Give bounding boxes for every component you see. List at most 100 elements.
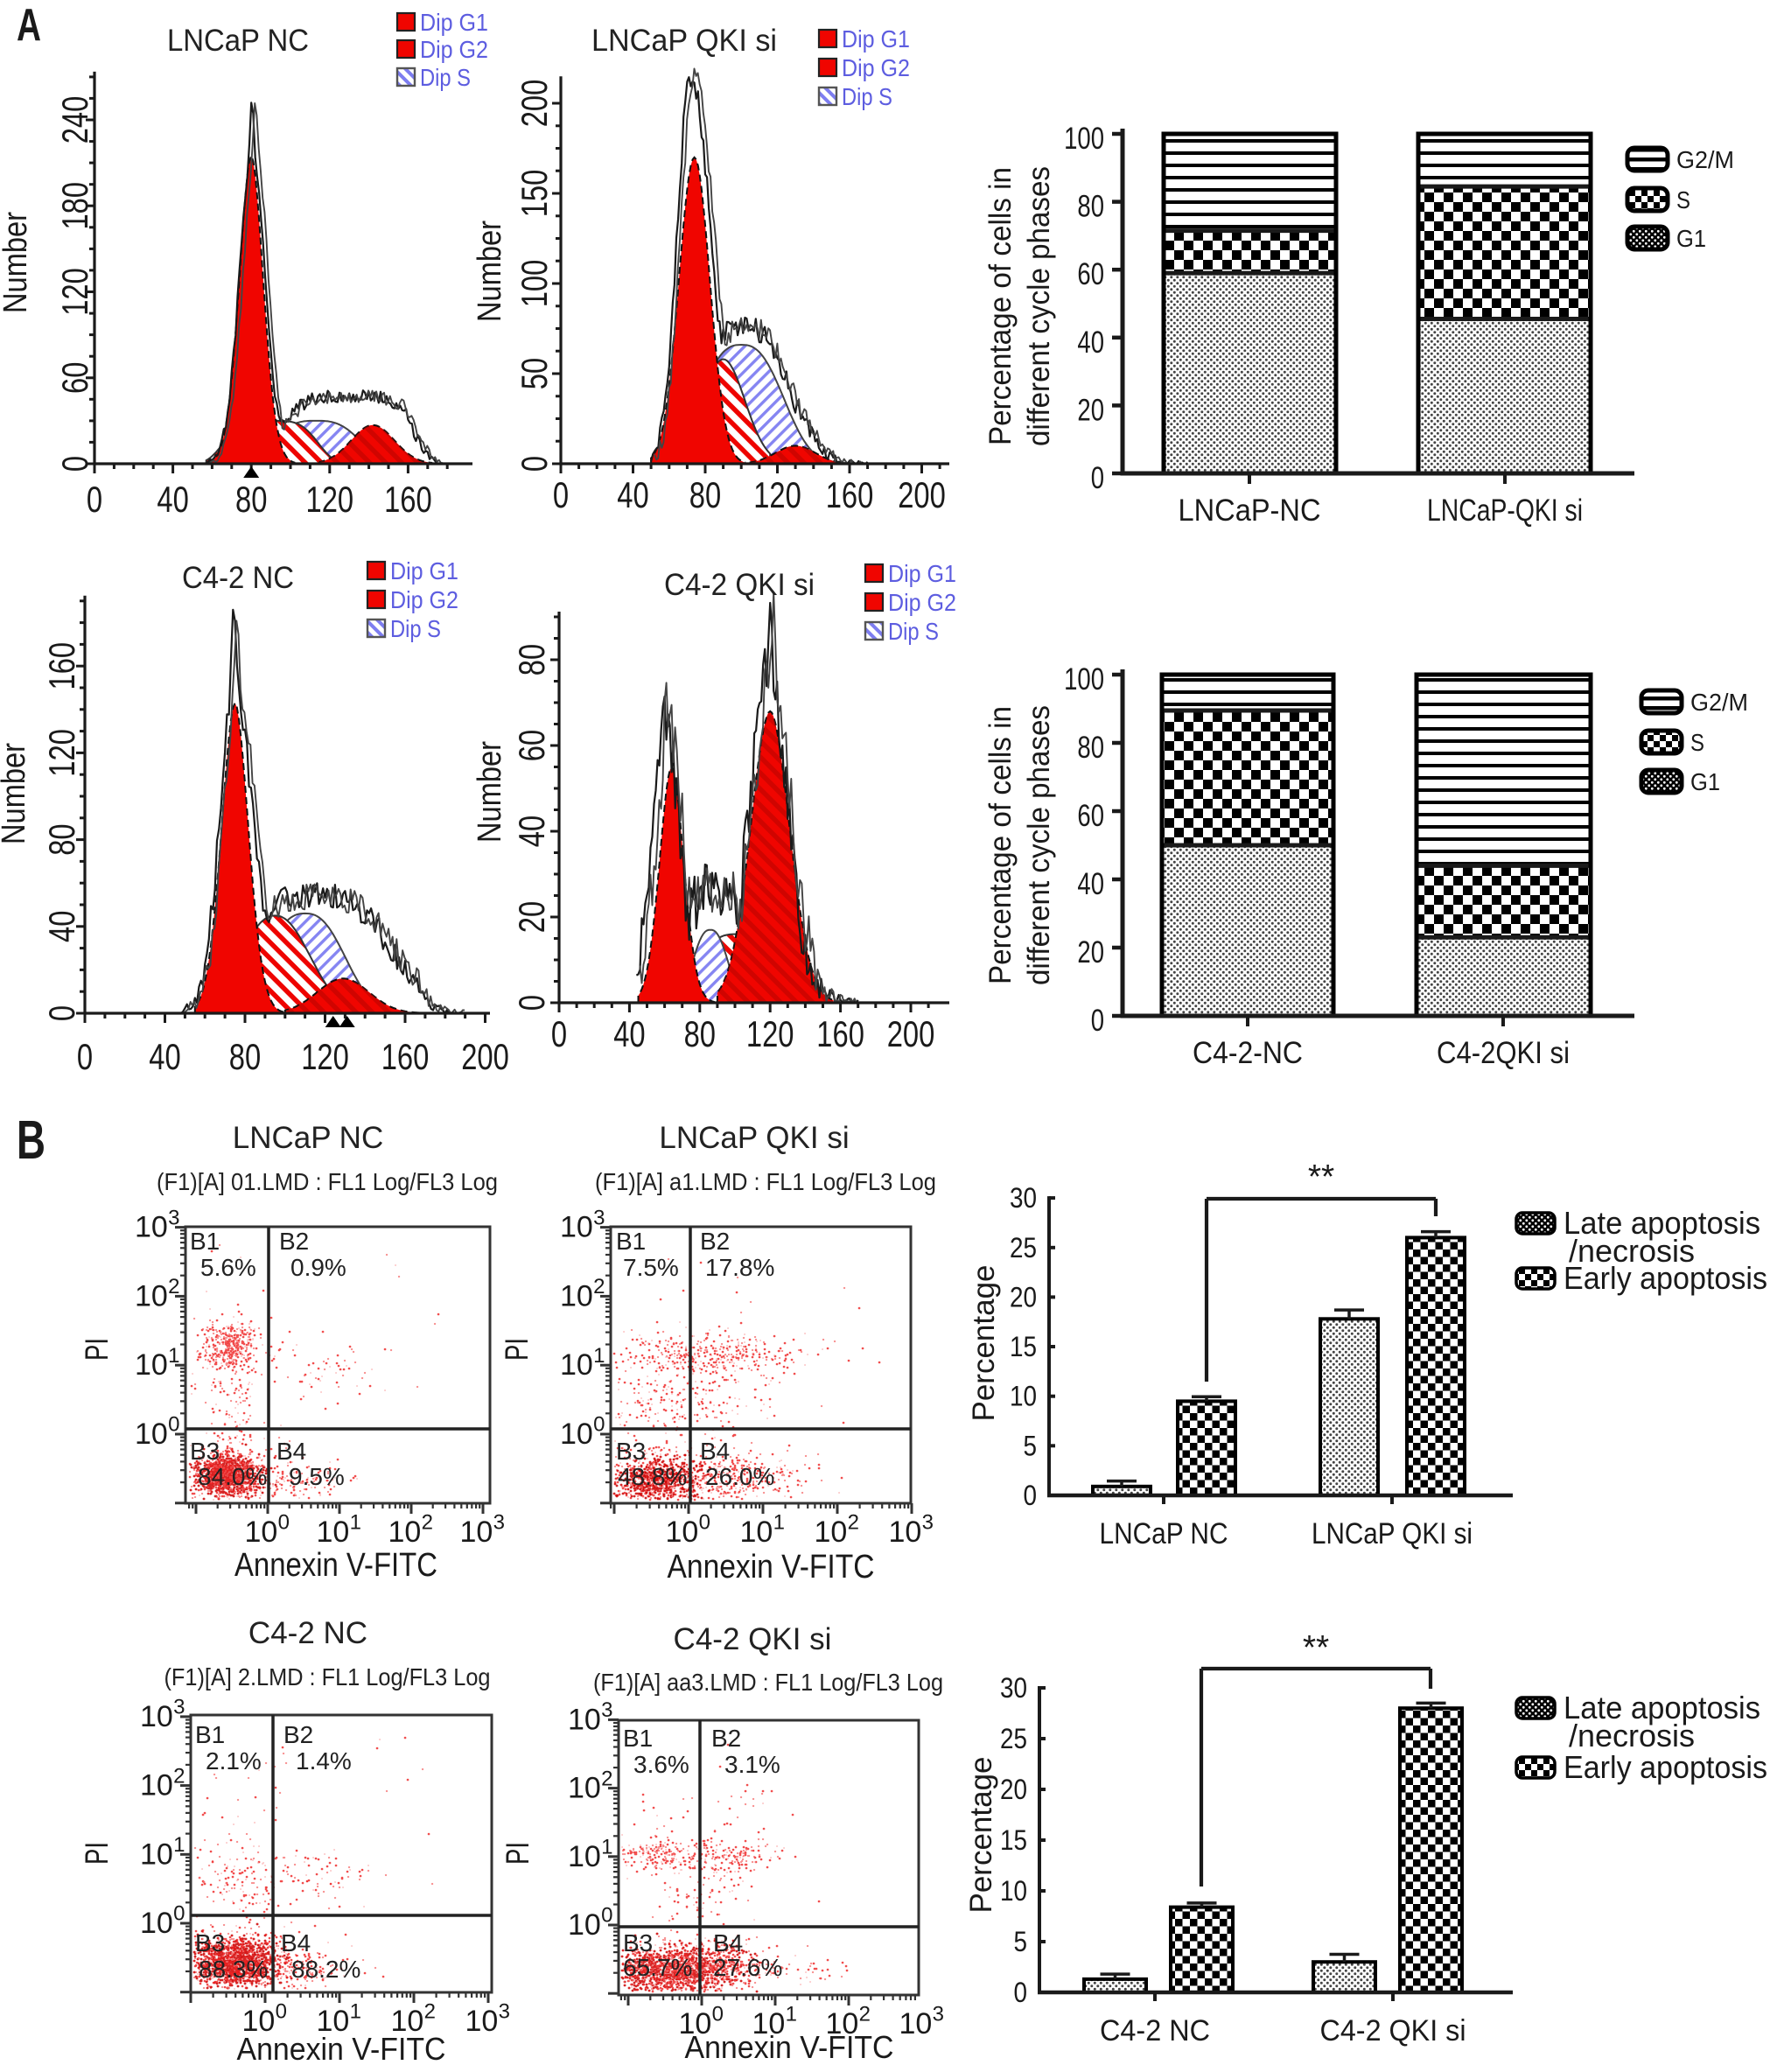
svg-text:40: 40: [511, 816, 552, 847]
svg-text:0: 0: [1014, 1977, 1028, 2008]
svg-text:10: 10: [899, 2007, 933, 2040]
svg-text:2: 2: [848, 1511, 859, 1535]
svg-text:3: 3: [493, 1511, 505, 1535]
svg-text:LNCaP NC: LNCaP NC: [233, 1121, 383, 1155]
svg-text:3.6%: 3.6%: [633, 1751, 689, 1778]
svg-text:1: 1: [601, 1836, 612, 1859]
svg-text:120: 120: [41, 729, 82, 777]
svg-text:Annexin V-FITC: Annexin V-FITC: [668, 1549, 875, 1586]
svg-text:60: 60: [54, 362, 95, 394]
svg-text:240: 240: [54, 96, 95, 144]
svg-text:LNCaP NC: LNCaP NC: [1100, 1517, 1228, 1550]
svg-text:25: 25: [1000, 1723, 1027, 1754]
svg-text:0: 0: [77, 1036, 93, 1077]
svg-text:40: 40: [149, 1036, 180, 1077]
svg-text:B4: B4: [700, 1438, 730, 1465]
svg-text:20: 20: [511, 901, 552, 933]
svg-text:0: 0: [511, 995, 552, 1011]
svg-text:C4-2 NC: C4-2 NC: [248, 1616, 367, 1650]
svg-text:0: 0: [54, 456, 95, 472]
svg-text:10: 10: [560, 1418, 593, 1451]
svg-text:2: 2: [422, 1511, 433, 1535]
svg-text:B3: B3: [195, 1929, 225, 1956]
svg-text:160: 160: [41, 642, 82, 690]
svg-text:G2/M: G2/M: [1690, 689, 1748, 716]
svg-text:Number: Number: [472, 741, 508, 843]
svg-text:10: 10: [740, 1516, 773, 1549]
svg-text:Dip G2: Dip G2: [888, 589, 956, 616]
svg-text:/necrosis: /necrosis: [1569, 1233, 1695, 1269]
svg-text:100: 100: [514, 260, 555, 308]
svg-text:PI: PI: [79, 1338, 115, 1361]
svg-text:0: 0: [712, 2003, 724, 2026]
svg-text:80: 80: [684, 1013, 716, 1054]
svg-text:Dip G1: Dip G1: [390, 557, 458, 584]
svg-text:88.2%: 88.2%: [291, 1956, 360, 1983]
svg-text:10: 10: [568, 1703, 601, 1736]
svg-text:Dip G2: Dip G2: [420, 36, 488, 63]
svg-text:40: 40: [617, 474, 648, 515]
svg-text:0: 0: [593, 1413, 605, 1437]
svg-text:7.5%: 7.5%: [623, 1254, 679, 1281]
svg-text:LNCaP QKI si: LNCaP QKI si: [591, 24, 777, 58]
svg-text:B2: B2: [283, 1721, 313, 1748]
svg-text:10: 10: [1000, 1875, 1027, 1907]
svg-text:B1: B1: [190, 1228, 220, 1255]
svg-text:10: 10: [135, 1211, 168, 1244]
svg-text:LNCaP-NC: LNCaP-NC: [1179, 494, 1321, 528]
svg-text:10: 10: [568, 1840, 601, 1873]
svg-text:Dip S: Dip S: [888, 618, 939, 645]
svg-text:LNCaP NC: LNCaP NC: [167, 24, 309, 58]
svg-text:C4-2 NC: C4-2 NC: [182, 561, 294, 595]
svg-text:different cycle phases: different cycle phases: [1022, 705, 1056, 985]
svg-text:2: 2: [601, 1767, 612, 1790]
svg-text:B3: B3: [623, 1929, 653, 1956]
svg-text:LNCaP-QKI si: LNCaP-QKI si: [1427, 494, 1583, 528]
svg-text:0: 0: [551, 1013, 567, 1054]
svg-text:80: 80: [235, 479, 267, 520]
svg-text:2: 2: [593, 1275, 605, 1298]
svg-text:0: 0: [1091, 461, 1104, 495]
svg-text:B4: B4: [713, 1929, 743, 1956]
svg-text:C4-2 QKI si: C4-2 QKI si: [664, 568, 815, 602]
svg-text:10: 10: [140, 1700, 173, 1733]
svg-text:15: 15: [1000, 1824, 1027, 1856]
svg-text:3.1%: 3.1%: [724, 1751, 780, 1778]
svg-text:3: 3: [933, 2003, 944, 2026]
svg-text:1: 1: [773, 1511, 785, 1535]
svg-text:Number: Number: [0, 212, 34, 313]
svg-text:PI: PI: [499, 1338, 535, 1361]
svg-text:80: 80: [229, 1036, 261, 1077]
svg-text:0: 0: [1024, 1480, 1038, 1511]
svg-text:0: 0: [278, 1511, 290, 1535]
svg-text:120: 120: [753, 474, 801, 515]
svg-text:C4-2 NC: C4-2 NC: [1100, 2014, 1210, 2048]
svg-text:10: 10: [560, 1348, 593, 1382]
svg-text:1: 1: [593, 1344, 605, 1368]
svg-text:3: 3: [168, 1206, 179, 1229]
svg-text:10: 10: [666, 1516, 699, 1549]
svg-text:1: 1: [168, 1344, 179, 1368]
svg-text:40: 40: [1077, 326, 1104, 360]
svg-text:0: 0: [168, 1413, 179, 1437]
svg-text:60: 60: [511, 730, 552, 761]
svg-text:100: 100: [1064, 122, 1104, 156]
svg-text:40: 40: [41, 911, 82, 942]
svg-text:A: A: [17, 0, 41, 51]
svg-text:20: 20: [1077, 935, 1104, 970]
svg-text:10: 10: [317, 2005, 350, 2038]
svg-text:10: 10: [465, 2005, 499, 2038]
svg-text:3: 3: [922, 1511, 934, 1535]
svg-text:B1: B1: [616, 1228, 646, 1255]
svg-text:Early apoptosis: Early apoptosis: [1564, 1749, 1767, 1785]
svg-text:2: 2: [168, 1275, 179, 1298]
svg-text:2: 2: [859, 2003, 871, 2026]
svg-text:30: 30: [1010, 1182, 1037, 1214]
svg-text:B1: B1: [623, 1725, 653, 1752]
svg-text:60: 60: [1077, 257, 1104, 291]
svg-text:Early apoptosis: Early apoptosis: [1564, 1260, 1767, 1296]
svg-text:200: 200: [887, 1013, 935, 1054]
svg-text:25: 25: [1010, 1232, 1037, 1264]
svg-text:20: 20: [1010, 1281, 1037, 1312]
svg-text:(F1)[A] 01.LMD : FL1 Log/FL3 L: (F1)[A] 01.LMD : FL1 Log/FL3 Log: [157, 1168, 498, 1195]
